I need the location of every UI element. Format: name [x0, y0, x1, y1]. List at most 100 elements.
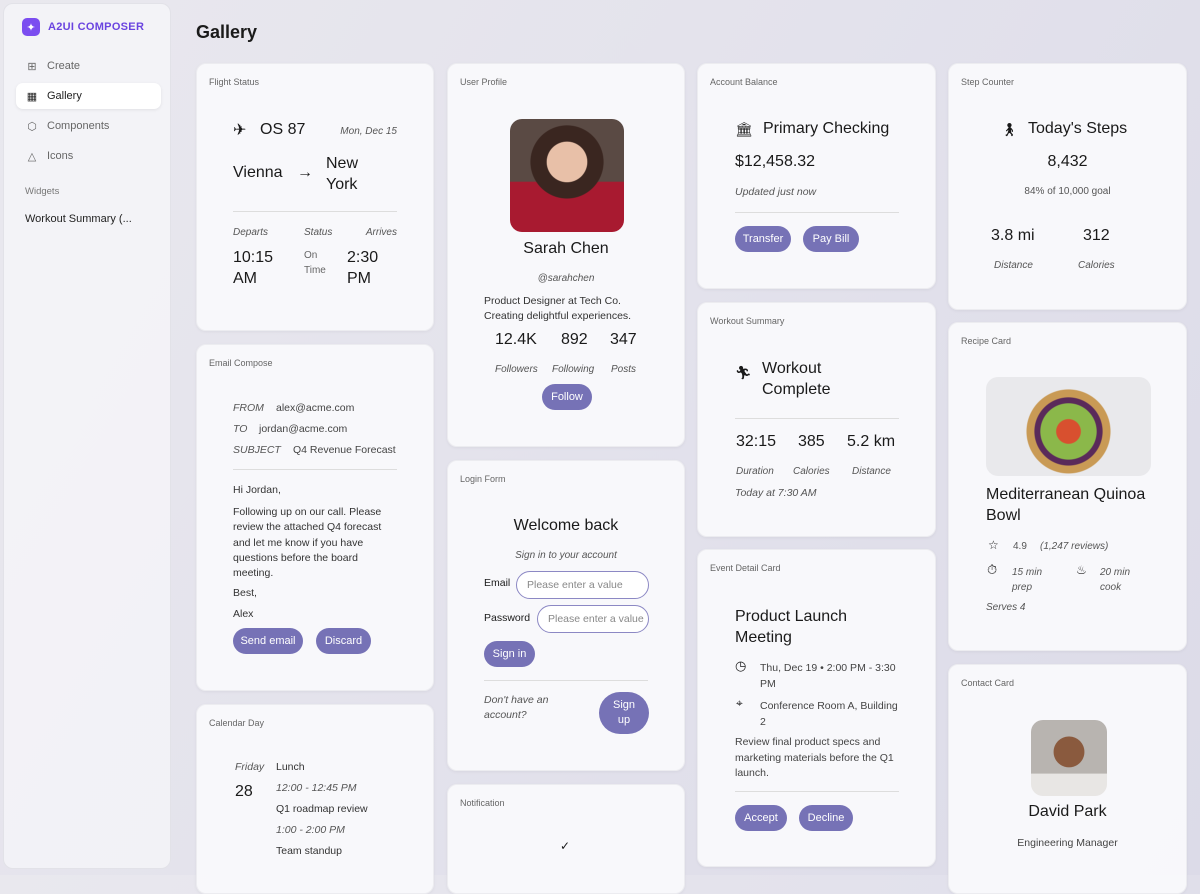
day-number: 28 [235, 783, 253, 800]
subject-label: SUBJECT [233, 444, 281, 456]
sidebar-item-gallery[interactable]: ▦ Gallery [16, 83, 161, 109]
event-name: Product Launch Meeting [735, 608, 848, 646]
account-name: Primary Checking [763, 120, 890, 137]
updated-text: Updated just now [735, 186, 817, 198]
sign-up-button[interactable]: Sign up [599, 692, 649, 734]
calendar-day-card: Calendar Day Friday 28 Lunch 12:00 - 12:… [196, 704, 434, 894]
to-value: jordan@acme.com [259, 423, 348, 435]
divider [233, 211, 397, 212]
contact-card: Contact Card David Park Engineering Mana… [948, 664, 1187, 894]
distance-value: 3.8 mi [991, 227, 1035, 244]
decline-button[interactable]: Decline [799, 805, 853, 831]
no-account-text: Don't have an account? [484, 694, 549, 721]
email-label: Email [484, 577, 511, 589]
email-greeting: Hi Jordan, [233, 484, 281, 496]
origin: Vienna [233, 164, 283, 181]
accept-button[interactable]: Accept [735, 805, 787, 831]
brand[interactable]: ✦ A2UI COMPOSER [22, 18, 144, 36]
sidebar-item-components[interactable]: ⬡ Components [27, 120, 110, 133]
calories-value: 312 [1083, 227, 1110, 244]
event-name: Lunch [276, 761, 305, 773]
divider [735, 212, 899, 213]
following-label: Following [552, 364, 595, 375]
event-time: Thu, Dec 19 • 2:00 PM - 3:30 PM [760, 662, 896, 690]
sidebar-item-icons[interactable]: △ Icons [27, 150, 74, 163]
duration-label: Duration [736, 466, 774, 477]
card-title: Step Counter [961, 77, 1015, 87]
flight-status-card: Flight Status ✈ OS 87 Mon, Dec 15 Vienna… [196, 63, 434, 331]
login-subheading: Sign in to your account [515, 550, 617, 561]
arrow-icon: → [297, 164, 313, 181]
followers-label: Followers [495, 364, 538, 375]
workout-summary-card: Workout Summary 🏃︎ Workout Complete 32:1… [697, 302, 936, 537]
star-icon: ☆ [988, 538, 999, 552]
sidebar-item-create[interactable]: ⊞ Create [27, 60, 81, 73]
destination: New York [326, 155, 359, 193]
timer-icon: ⏱︎ [987, 562, 998, 577]
profile-name: Sarah Chen [523, 240, 609, 257]
widget-item[interactable]: Workout Summary (... [25, 213, 132, 225]
avatar [510, 119, 624, 232]
contact-name: David Park [1028, 803, 1107, 820]
account-balance-card: Account Balance 🏛︎ Primary Checking $12,… [697, 63, 936, 289]
workout-heading: Workout Complete [762, 360, 831, 398]
from-value: alex@acme.com [276, 402, 355, 414]
recipe-card: Recipe Card Mediterranean Quinoa Bowl ☆ … [948, 322, 1187, 651]
discard-button[interactable]: Discard [316, 628, 371, 654]
prep-time: 15 min prep [1012, 567, 1043, 593]
follow-button[interactable]: Follow [542, 384, 592, 410]
location-pin-icon: ⌖ [736, 696, 743, 710]
avatar [1031, 720, 1107, 796]
email-closing: Best, [233, 587, 257, 599]
email-compose-card: Email Compose FROM alex@acme.com TO jord… [196, 344, 434, 691]
cook-time: 20 min cook [1100, 567, 1131, 593]
sign-in-button[interactable]: Sign in [484, 641, 535, 667]
widgets-section-label: Widgets [25, 186, 60, 197]
servings: Serves 4 [986, 602, 1026, 613]
account-balance: $12,458.32 [735, 153, 816, 170]
clock-icon: ◷ [735, 658, 747, 673]
login-heading: Welcome back [513, 517, 619, 534]
card-title: User Profile [460, 77, 508, 87]
departs-label: Departs [233, 227, 269, 238]
card-title: Calendar Day [209, 718, 265, 728]
from-label: FROM [233, 402, 264, 414]
card-title: Contact Card [961, 678, 1015, 688]
profile-bio: Product Designer at Tech Co. Creating de… [484, 295, 632, 322]
step-count: 8,432 [1047, 153, 1088, 170]
password-label: Password [484, 612, 531, 624]
plane-icon: ✈ [233, 122, 247, 139]
recipe-name: Mediterranean Quinoa Bowl [986, 486, 1146, 524]
walking-icon: 🚶︎ [1001, 122, 1018, 137]
card-title: Account Balance [710, 77, 778, 87]
calories-value: 385 [798, 433, 825, 450]
login-form-card: Login Form Welcome back Sign in to your … [447, 460, 685, 771]
event-description: Review final product specs and marketing… [735, 736, 894, 779]
check-icon: ✓ [560, 839, 571, 853]
notification-card: Notification ✓ [447, 784, 685, 894]
weekday: Friday [235, 761, 265, 773]
profile-handle: @sarahchen [537, 273, 595, 284]
event-name: Team standup [276, 845, 342, 857]
to-label: TO [233, 423, 248, 435]
contact-role: Engineering Manager [1017, 837, 1118, 849]
app-name: A2UI COMPOSER [48, 21, 145, 33]
card-title: Event Detail Card [710, 563, 781, 573]
sparkle-icon: ✦ [22, 18, 40, 36]
event-time: 1:00 - 2:00 PM [276, 824, 345, 836]
card-title: Flight Status [209, 77, 260, 87]
plus-square-icon: ⊞ [27, 60, 37, 73]
transfer-button[interactable]: Transfer [735, 226, 791, 252]
arrives-label: Arrives [365, 227, 397, 238]
send-email-button[interactable]: Send email [233, 628, 303, 654]
email-input[interactable]: Please enter a value [516, 571, 649, 599]
divider [735, 791, 899, 792]
password-input[interactable]: Please enter a value [537, 605, 649, 633]
sidebar: ✦ A2UI COMPOSER ⊞ Create ▦ Gallery ⬡ Compon… [3, 3, 171, 869]
step-goal: 84% of 10,000 goal [1024, 186, 1111, 197]
event-location: Conference Room A, Building 2 [760, 700, 898, 728]
flame-icon: ♨ [1076, 563, 1087, 577]
user-profile-card: User Profile Sarah Chen @sarahchen Produ… [447, 63, 685, 447]
divider [484, 680, 648, 681]
pay-bill-button[interactable]: Pay Bill [803, 226, 859, 252]
